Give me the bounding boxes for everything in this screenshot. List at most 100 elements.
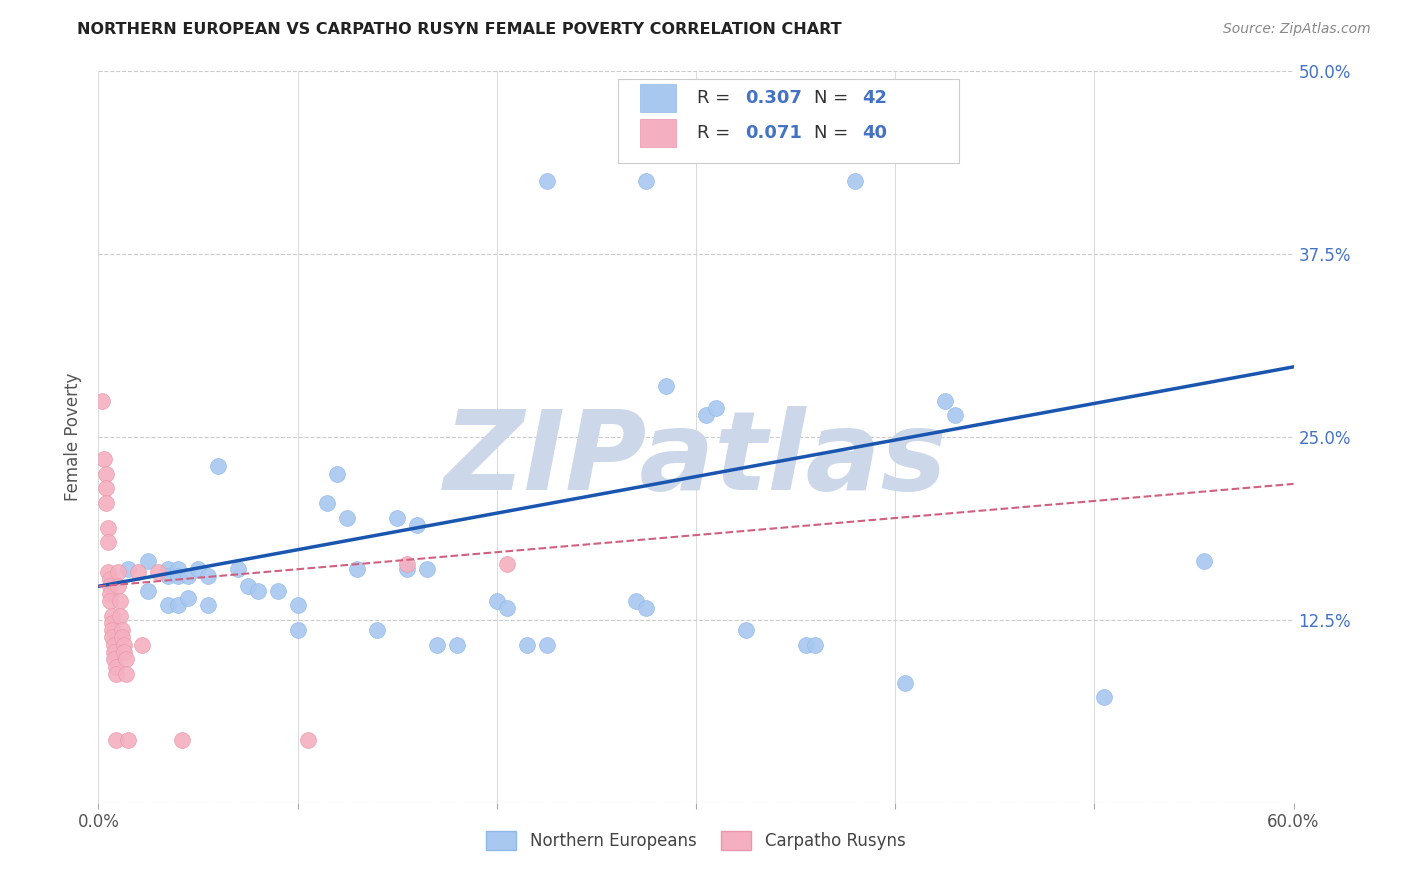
Point [97,521,120,535]
Point [536,638,558,652]
Point [112,645,135,659]
Text: 0.307: 0.307 [745,88,801,107]
Point [98,572,122,586]
Text: 40: 40 [862,124,887,142]
Point [655,379,678,393]
Point [236,579,259,593]
Point [117,732,139,747]
Point [157,599,180,613]
Point [297,732,319,747]
Point [105,667,128,681]
Point [98,594,122,608]
Point [406,517,429,532]
Point [111,631,134,645]
Point [636,601,658,615]
Point [177,591,200,605]
Point [131,638,153,652]
Point [115,652,138,666]
Point [107,579,129,593]
Point [115,667,138,681]
Point [197,599,219,613]
Point [207,459,229,474]
Point [127,565,149,579]
Point [366,623,388,637]
Point [172,732,194,747]
Point [267,583,290,598]
Point [177,569,200,583]
Point [485,594,508,608]
Point [287,599,309,613]
Point [734,623,756,637]
Point [934,393,956,408]
Point [136,583,159,598]
Point [96,496,118,510]
Point [1092,690,1115,705]
Point [97,535,120,549]
Point [98,579,122,593]
Point [110,594,132,608]
Point [943,408,966,422]
Point [396,558,419,572]
Point [103,652,125,666]
Point [385,510,409,524]
Text: R =: R = [697,88,737,107]
Point [636,174,658,188]
Text: ZIPatlas: ZIPatlas [444,406,948,513]
Point [103,638,125,652]
Text: Source: ZipAtlas.com: Source: ZipAtlas.com [1223,22,1371,37]
Point [246,583,269,598]
Y-axis label: Female Poverty: Female Poverty [65,373,83,501]
Point [101,623,124,637]
Point [426,638,449,652]
Point [396,562,419,576]
Point [157,569,180,583]
Text: R =: R = [697,124,737,142]
Point [107,565,129,579]
Point [894,676,917,690]
Point [495,601,517,615]
Text: 0.071: 0.071 [745,124,801,142]
Point [287,623,309,637]
Point [844,174,866,188]
Point [98,586,122,600]
Point [167,599,190,613]
Point [316,496,339,510]
Point [96,467,118,481]
Text: N =: N = [814,88,855,107]
Point [97,565,120,579]
Point [110,608,132,623]
Point [157,562,180,576]
Point [197,569,219,583]
Point [516,638,538,652]
Point [804,638,827,652]
Text: NORTHERN EUROPEAN VS CARPATHO RUSYN FEMALE POVERTY CORRELATION CHART: NORTHERN EUROPEAN VS CARPATHO RUSYN FEMA… [77,22,842,37]
Point [167,562,190,576]
Text: N =: N = [814,124,855,142]
Point [626,594,648,608]
Point [91,393,114,408]
Point [1192,554,1215,568]
Point [105,659,128,673]
Point [704,401,727,415]
Point [167,569,190,583]
Legend: Northern Europeans, Carpatho Rusyns: Northern Europeans, Carpatho Rusyns [479,824,912,856]
Point [101,631,124,645]
Point [794,638,817,652]
Point [136,554,159,568]
Point [148,565,170,579]
Point [101,615,124,630]
Point [536,174,558,188]
Point [226,562,249,576]
FancyBboxPatch shape [619,78,959,163]
Point [495,558,517,572]
Point [112,638,135,652]
Point [117,562,139,576]
Point [416,562,439,576]
Point [93,452,115,467]
Point [187,562,209,576]
Point [695,408,717,422]
Point [105,732,128,747]
FancyBboxPatch shape [640,84,676,112]
Point [111,623,134,637]
Point [103,645,125,659]
